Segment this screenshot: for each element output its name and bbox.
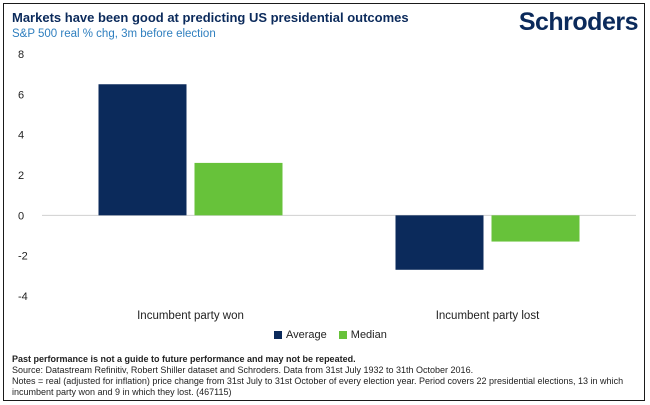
legend-label-median: Median xyxy=(350,329,387,341)
footer: Past performance is not a guide to futur… xyxy=(12,354,642,398)
schroders-logo: Schroders xyxy=(518,8,639,36)
y-tick-label: 8 xyxy=(18,49,24,61)
chart-title: Markets have been good at predicting US … xyxy=(12,10,409,25)
bar-average-1 xyxy=(395,215,484,270)
bar-median-0 xyxy=(194,162,283,216)
footer-source: Source: Datastream Refinitiv, Robert Shi… xyxy=(12,365,474,375)
legend-item-average: Average xyxy=(274,329,327,341)
y-tick-label: -4 xyxy=(18,291,28,303)
legend-item-median: Median xyxy=(338,329,387,341)
y-tick-label: 6 xyxy=(18,89,24,101)
y-tick-label: 2 xyxy=(18,170,24,182)
y-tick-label: -2 xyxy=(18,251,28,263)
bar-chart: 8 6 4 2 0 -2 -4 Incumbent party won Incumbent pa… xyxy=(18,49,636,322)
bar-average-0 xyxy=(98,84,187,216)
footer-disclaimer: Past performance is not a guide to futur… xyxy=(12,354,356,364)
x-category-label: Incumbent party won xyxy=(137,310,244,322)
legend: Average Median xyxy=(274,329,399,341)
legend-swatch-median xyxy=(338,331,347,339)
legend-label-average: Average xyxy=(286,329,327,341)
bar-median-1 xyxy=(491,215,580,242)
y-tick-label: 4 xyxy=(18,130,24,142)
legend-swatch-average xyxy=(274,331,282,339)
chart-subtitle: S&P 500 real % chg, 3m before election xyxy=(12,28,216,40)
chart-frame: Markets have been good at predicting US … xyxy=(3,3,645,401)
y-tick-label: 0 xyxy=(18,210,24,222)
x-category-label: Incumbent party lost xyxy=(436,310,540,322)
footer-notes: Notes = real (adjusted for inflation) pr… xyxy=(12,376,624,397)
